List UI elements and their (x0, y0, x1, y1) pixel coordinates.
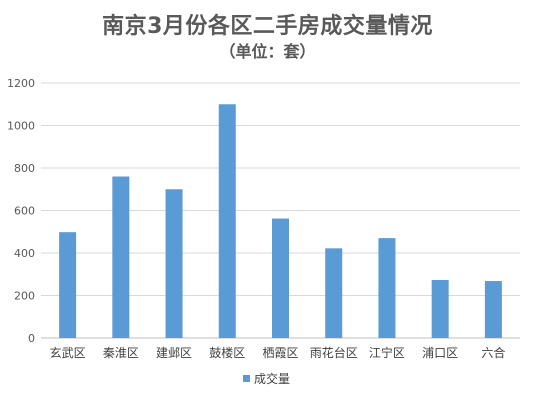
x-category-label: 江宁区 (369, 345, 405, 360)
y-tick-label: 0 (28, 332, 35, 345)
y-tick-label: 1200 (7, 77, 35, 90)
bar (59, 232, 77, 338)
chart-subtitle: （单位：套） (219, 42, 316, 61)
bar (165, 189, 183, 338)
x-axis-categories: 玄武区 秦淮区 建邺区 鼓楼区 栖霞区 雨花台区 江宁区 浦口区 六合 (50, 345, 506, 360)
x-category-label: 雨花台区 (310, 345, 358, 360)
legend: 成交量 (243, 371, 290, 386)
legend-swatch (243, 375, 250, 382)
x-category-label: 浦口区 (422, 346, 458, 360)
bar (484, 281, 502, 338)
chart-title: 南京3月份各区二手房成交量情况 (102, 14, 433, 39)
bar (325, 248, 343, 338)
y-tick-label: 1000 (7, 120, 35, 133)
legend-label: 成交量 (254, 371, 290, 386)
bar (378, 238, 396, 338)
y-axis-ticks: 0 200 400 600 800 1000 1200 (7, 77, 35, 345)
bar (272, 218, 289, 338)
y-tick-label: 600 (14, 205, 35, 218)
x-category-label: 秦淮区 (103, 346, 139, 360)
bars (59, 104, 502, 338)
x-category-label: 栖霞区 (262, 345, 298, 360)
x-category-label: 六合 (481, 345, 505, 360)
x-category-label: 玄武区 (50, 345, 86, 360)
y-tick-label: 400 (14, 247, 35, 260)
bar (431, 279, 449, 338)
y-tick-label: 800 (14, 162, 35, 175)
y-tick-label: 200 (14, 290, 35, 303)
bar (112, 176, 130, 338)
x-category-label: 鼓楼区 (209, 345, 245, 360)
x-category-label: 建邺区 (156, 346, 192, 360)
bar (218, 104, 236, 338)
